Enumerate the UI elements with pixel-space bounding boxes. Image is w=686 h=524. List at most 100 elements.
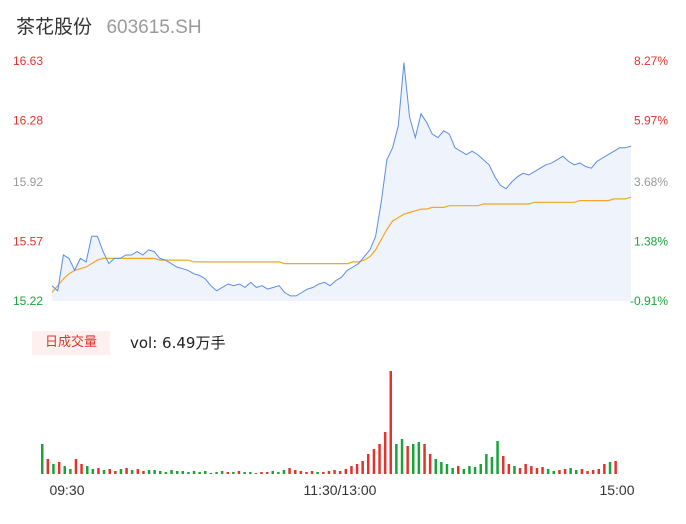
- volume-bar: [147, 470, 151, 474]
- price-tick-label: 16.63: [13, 54, 43, 68]
- volume-bar: [310, 471, 314, 474]
- volume-bar: [102, 470, 106, 474]
- volume-bar: [181, 471, 184, 474]
- volume-bar: [355, 464, 359, 474]
- volume-bar: [580, 469, 584, 474]
- percent-tick-label: -0.91%: [630, 294, 668, 308]
- volume-bar: [86, 466, 89, 474]
- volume-bar: [333, 470, 336, 474]
- volume-bar: [170, 470, 173, 474]
- volume-bar: [294, 470, 297, 474]
- volume-bar: [187, 472, 190, 474]
- volume-bar: [485, 454, 488, 474]
- volume-bar: [412, 444, 415, 474]
- volume-bar: [282, 470, 286, 474]
- volume-bar: [541, 467, 544, 474]
- volume-bar: [591, 470, 595, 474]
- volume-bar: [175, 471, 179, 474]
- volume-bar: [249, 472, 252, 474]
- volume-bar: [220, 471, 224, 474]
- percent-axis: 8.27% 5.97% 3.68% 1.38% -0.91%: [630, 54, 668, 308]
- volume-bar: [288, 468, 291, 474]
- volume-bar: [226, 472, 229, 474]
- volume-bar: [125, 468, 128, 474]
- volume-bar: [440, 462, 443, 474]
- volume-bar: [417, 442, 421, 474]
- volume-bar: [198, 472, 201, 474]
- price-tick-label: 15.57: [13, 234, 43, 248]
- volume-bar: [406, 446, 409, 474]
- price-line: [51, 62, 632, 297]
- volume-bar: [130, 470, 134, 474]
- price-tick-label: 16.28: [13, 114, 43, 128]
- volume-bar: [69, 469, 72, 474]
- volume-bar: [265, 472, 269, 474]
- volume-bar: [57, 462, 61, 474]
- volume-bar: [91, 469, 95, 474]
- volume-bar: [468, 466, 471, 474]
- volume-bar: [322, 472, 325, 474]
- volume-badge[interactable]: 日成交量: [32, 331, 110, 355]
- stock-name: 茶花股份: [16, 16, 93, 38]
- volume-bar: [575, 470, 578, 474]
- volume-bar: [63, 466, 66, 474]
- percent-tick-label: 1.38%: [634, 234, 668, 248]
- volume-bar: [108, 469, 111, 474]
- volume-bar: [502, 456, 505, 474]
- volume-bar: [159, 471, 162, 474]
- average-price-line: [51, 196, 632, 293]
- volume-bar: [277, 472, 280, 474]
- percent-tick-label: 3.68%: [634, 175, 668, 189]
- volume-bar: [243, 472, 246, 474]
- volume-bar: [367, 454, 370, 474]
- volume-bar: [378, 444, 381, 474]
- volume-bar: [114, 471, 117, 474]
- volume-bar: [260, 472, 263, 474]
- stock-header: 茶花股份 603615.SH: [16, 12, 202, 40]
- price-area-fill: [52, 62, 631, 302]
- volume-bar: [254, 473, 258, 474]
- volume-bar: [271, 471, 274, 474]
- volume-bar: [457, 466, 460, 474]
- volume-bar: [428, 454, 432, 474]
- volume-bar: [232, 472, 235, 474]
- volume-bar: [344, 469, 348, 474]
- volume-bar: [361, 461, 364, 474]
- volume-bar: [434, 459, 437, 474]
- volume-bar: [614, 461, 617, 474]
- volume-bar: [153, 470, 156, 474]
- volume-bar: [350, 466, 353, 474]
- volume-bar: [395, 444, 398, 474]
- volume-bar: [383, 432, 387, 474]
- volume-bars: [41, 371, 617, 474]
- volume-bar: [479, 464, 482, 474]
- volume-bar: [305, 472, 308, 474]
- volume-bar: [389, 371, 392, 474]
- volume-bar: [451, 468, 454, 474]
- volume-bar: [586, 471, 589, 474]
- volume-bar: [80, 464, 83, 474]
- volume-bar: [41, 444, 44, 474]
- volume-bar: [338, 471, 342, 474]
- volume-bar: [496, 441, 499, 474]
- stock-code: 603615.SH: [106, 17, 202, 38]
- volume-bar: [507, 464, 511, 474]
- volume-bar: [316, 472, 319, 474]
- price-axis: 16.63 16.28 15.92 15.57 15.22: [13, 54, 43, 308]
- volume-bar: [204, 471, 207, 474]
- price-tick-label: 15.22: [13, 294, 43, 308]
- volume-bar: [569, 468, 572, 474]
- volume-bar: [237, 471, 241, 474]
- volume-bar: [608, 462, 612, 474]
- volume-bar: [558, 470, 561, 474]
- volume-bar: [97, 468, 100, 474]
- volume-bar: [142, 471, 145, 474]
- volume-bar: [400, 439, 404, 474]
- volume-bar: [445, 464, 449, 474]
- volume-bar: [74, 459, 78, 474]
- volume-bar: [513, 466, 516, 474]
- volume-bar: [552, 471, 555, 474]
- volume-bar: [423, 444, 426, 474]
- volume-bar: [46, 459, 50, 474]
